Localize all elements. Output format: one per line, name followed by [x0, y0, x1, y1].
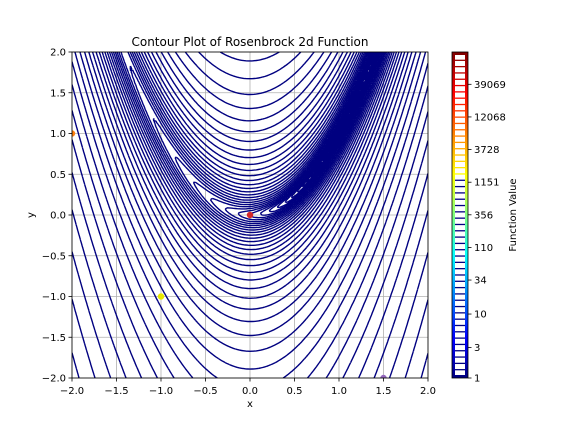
contour-line	[104, 52, 398, 274]
colorbar-label: Function Value	[508, 178, 519, 251]
colorbar-tick-label: 1	[474, 374, 480, 385]
contour-line	[72, 84, 428, 378]
contour-line	[110, 52, 392, 255]
colorbar-tick-label: 3728	[474, 145, 499, 156]
point-marker	[380, 374, 387, 378]
contour-line	[152, 52, 383, 231]
chart-title: Contour Plot of Rosenbrock 2d Function	[131, 35, 368, 49]
contour-line	[79, 52, 422, 352]
contour-line	[120, 52, 385, 236]
x-tick-label: 2.0	[420, 386, 436, 397]
colorbar-tick-label: 356	[474, 210, 493, 221]
colorbar-tick-label: 1151	[474, 178, 499, 189]
y-tick-label: 1.0	[50, 129, 66, 140]
y-tick-label: 2.0	[50, 48, 66, 59]
contour-lines	[72, 52, 428, 378]
x-axis-label: x	[247, 399, 253, 410]
x-tick-label: −1.5	[104, 386, 128, 397]
contour-line	[108, 52, 393, 261]
x-tick-label: −2.0	[60, 386, 84, 397]
contour-line	[116, 52, 387, 243]
y-tick-label: −2.0	[42, 374, 66, 385]
contour-line	[95, 52, 406, 299]
colorbar-tick-label: 110	[474, 243, 493, 254]
colorbar-tick-label: 12068	[474, 112, 506, 123]
x-tick-label: 0.5	[287, 386, 303, 397]
x-axis-ticks: −2.0 −1.5 −1.0 −0.5 0.0 0.5 1.0 1.5 2.0	[60, 378, 436, 397]
contour-line	[118, 52, 386, 239]
contour-line	[114, 52, 388, 246]
y-tick-label: 1.5	[50, 88, 66, 99]
contour-line	[72, 61, 428, 378]
y-tick-label: 0.0	[50, 211, 66, 222]
contour-line	[106, 52, 395, 267]
point-markers	[72, 130, 387, 378]
contour-line	[72, 172, 428, 378]
point-marker	[72, 130, 76, 137]
y-tick-label: 0.5	[50, 170, 66, 181]
y-tick-label: −1.0	[42, 292, 66, 303]
contour-line	[72, 352, 428, 378]
colorbar-tick-label: 39069	[474, 80, 506, 91]
contour-line	[129, 52, 384, 234]
contour-line	[72, 251, 428, 378]
colorbar-tick-label: 10	[474, 310, 487, 321]
colorbar-levels	[455, 53, 465, 377]
contour-line	[112, 52, 390, 251]
contour-line	[72, 110, 428, 378]
colorbar-mask	[455, 55, 465, 375]
point-marker	[157, 293, 165, 300]
y-tick-label: −0.5	[42, 251, 66, 262]
y-axis-label: y	[26, 212, 37, 218]
contour-line	[72, 209, 428, 378]
contour-line	[83, 52, 417, 337]
contour-line	[88, 52, 413, 323]
contour-line	[101, 52, 400, 281]
contour-line	[72, 139, 428, 378]
point-marker	[246, 211, 254, 219]
colorbar-ticks: 1 3 10 34 110 356 1151 3728 12068 39069	[468, 80, 506, 385]
contour-line	[98, 52, 403, 290]
contour-line	[72, 298, 428, 378]
colorbar: 1 3 10 34 110 356 1151 3728 12068 39069 Function …	[451, 51, 519, 385]
x-tick-label: 0.0	[242, 386, 258, 397]
x-tick-label: −1.0	[149, 386, 173, 397]
contour-line	[74, 52, 427, 370]
colorbar-tick-label: 3	[474, 343, 480, 354]
y-tick-label: −1.5	[42, 333, 66, 344]
x-tick-label: 1.5	[376, 386, 392, 397]
contour-line	[91, 52, 409, 310]
y-axis-ticks: −2.0 −1.5 −1.0 −0.5 0.0 0.5 1.0 1.5 2.0	[42, 48, 72, 385]
colorbar-tick-label: 34	[474, 276, 487, 287]
contour-line	[174, 52, 382, 229]
x-tick-label: −0.5	[193, 386, 217, 397]
x-tick-label: 1.0	[331, 386, 347, 397]
